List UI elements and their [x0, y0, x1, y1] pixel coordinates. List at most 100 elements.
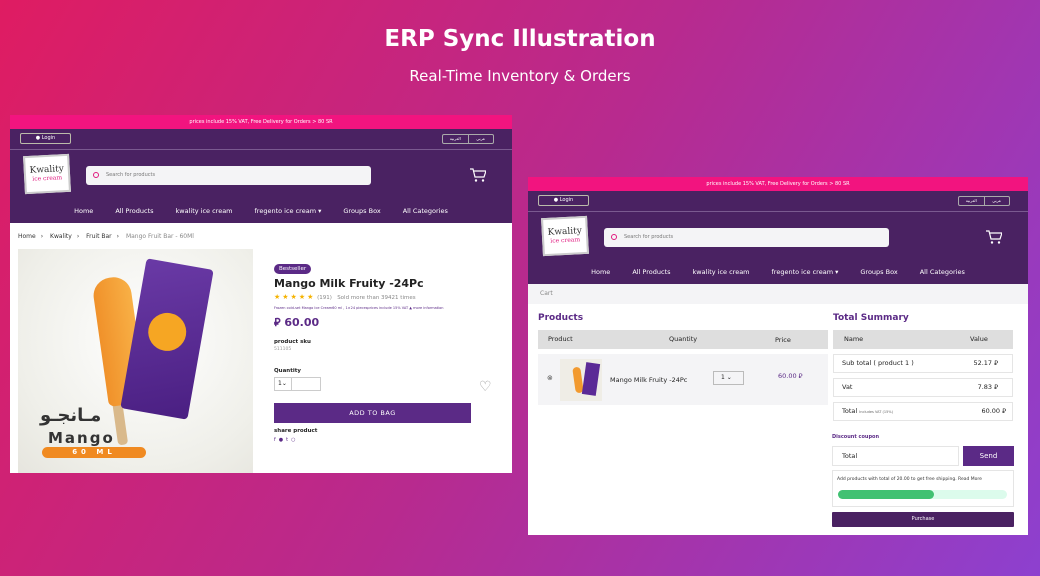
lang-option[interactable]: العربية: [959, 197, 985, 205]
header: Kwality ice cream Search for products: [528, 212, 1028, 261]
facebook-icon[interactable]: f: [274, 437, 276, 443]
summary-subtotal-row: Sub total ( product 1 ) 52.17 ⃁: [833, 354, 1013, 373]
cart-page-screenshot: prices include 15% VAT, Free Delivery fo…: [528, 177, 1028, 535]
sku-value: 511105: [274, 347, 292, 352]
rating: ★★★★★ (191) Sold more than 39421 times: [274, 293, 504, 301]
nav-fregento[interactable]: fregento ice cream ▾: [254, 207, 322, 215]
vat-value: 7.83 ⃁: [977, 383, 998, 391]
crumb-current: Mango Fruit Bar - 60Ml: [125, 233, 194, 240]
sku-label: product sku: [274, 339, 311, 345]
page-title: ERP Sync Illustration: [384, 26, 656, 52]
nav-groups-box[interactable]: Groups Box: [860, 268, 898, 276]
search-input[interactable]: Search for products: [604, 228, 889, 247]
whatsapp-icon[interactable]: ○: [291, 437, 296, 443]
login-label: Login: [41, 135, 56, 141]
remove-item-icon[interactable]: ⊗: [547, 374, 553, 382]
lang-option[interactable]: عربي: [476, 136, 486, 141]
sold-count: Sold more than 39421 times: [337, 295, 416, 301]
col-value: Value: [970, 335, 988, 343]
main-nav: Home All Products kwality ice cream freg…: [528, 261, 1028, 284]
col-price: Price: [775, 336, 791, 344]
nav-all-products[interactable]: All Products: [632, 268, 671, 276]
twitter-icon[interactable]: t: [286, 437, 289, 443]
nav-home[interactable]: Home: [591, 268, 611, 276]
nav-kwality[interactable]: kwality ice cream: [692, 268, 750, 276]
search-placeholder: Search for products: [106, 172, 156, 178]
product-image: مـانجـو Mango 60 ML: [18, 249, 253, 473]
login-button[interactable]: ● Login: [20, 133, 71, 144]
coupon-label: Discount coupon: [832, 434, 880, 440]
main-nav: Home All Products kwality ice cream freg…: [10, 200, 512, 223]
cart-icon[interactable]: [470, 168, 486, 182]
login-button[interactable]: ● Login: [538, 195, 589, 206]
image-mango-text: Mango: [48, 429, 115, 447]
logo[interactable]: Kwality ice cream: [541, 215, 589, 257]
nav-all-categories[interactable]: All Categories: [402, 207, 448, 215]
product-package: [120, 258, 214, 420]
wishlist-heart-icon[interactable]: ♡: [479, 379, 492, 395]
breadcrumb: Home › Kwality › Fruit Bar › Mango Fruit Ba…: [18, 233, 194, 240]
purchase-button[interactable]: Purchase: [832, 512, 1014, 527]
subtotal-value: 52.17 ⃁: [973, 359, 998, 367]
shipping-progress-fill: [838, 490, 935, 499]
summary-heading: Total Summary: [833, 313, 909, 323]
nav-groups-box[interactable]: Groups Box: [343, 207, 381, 215]
cart-row: ⊗ Mango Milk Fruity -24Pc 1 ⌄ 60.00 ⃁: [538, 354, 828, 405]
quantity-input[interactable]: [292, 377, 321, 391]
quantity-stepper[interactable]: 1⌄: [274, 377, 504, 391]
review-count[interactable]: (191): [317, 295, 332, 301]
product-price: ⃁ 60.00: [274, 316, 320, 329]
cart-breadcrumb: Cart: [528, 284, 1028, 304]
language-switch[interactable]: العربية عربي: [442, 134, 494, 144]
nav-all-categories[interactable]: All Categories: [919, 268, 965, 276]
crumb-fruit-bar[interactable]: Fruit Bar: [86, 233, 112, 240]
star-icons: ★★★★★: [274, 293, 316, 301]
search-icon: [93, 172, 99, 178]
image-arabic-text: مـانجـو: [40, 405, 102, 426]
lang-option[interactable]: عربي: [992, 198, 1002, 203]
share-icons: f ● t ○: [274, 437, 504, 443]
col-name: Name: [844, 335, 864, 343]
shipping-progress-track: [838, 490, 1007, 499]
promo-bar: prices include 15% VAT, Free Delivery fo…: [528, 177, 1028, 191]
pinterest-icon[interactable]: ●: [278, 437, 284, 443]
crumb-home[interactable]: Home: [18, 233, 36, 240]
product-page-screenshot: prices include 15% VAT, Free Delivery fo…: [10, 115, 512, 473]
col-quantity: Quantity: [669, 335, 698, 343]
send-coupon-button[interactable]: Send: [963, 446, 1014, 466]
total-note: Includes VAT (15%): [859, 410, 893, 414]
add-to-bag-button[interactable]: ADD TO BAG: [274, 403, 471, 423]
products-heading: Products: [538, 313, 584, 323]
nav-kwality[interactable]: kwality ice cream: [175, 207, 233, 215]
coupon-input[interactable]: Total: [832, 446, 959, 466]
cart-table-header: Product Quantity Price: [538, 330, 828, 349]
nav-home[interactable]: Home: [74, 207, 94, 215]
share-label: share product: [274, 428, 318, 434]
free-shipping-text: Add products with total of 20.00 to get …: [837, 477, 982, 482]
col-product: Product: [548, 335, 573, 343]
cart-item-price: 60.00 ⃁: [778, 372, 803, 380]
page-subtitle: Real-Time Inventory & Orders: [409, 67, 631, 85]
summary-vat-row: Vat 7.83 ⃁: [833, 378, 1013, 397]
search-input[interactable]: Search for products: [86, 166, 371, 185]
cart-icon[interactable]: [986, 230, 1002, 244]
logo[interactable]: Kwality ice cream: [23, 153, 71, 195]
quantity-label: Quantity: [274, 368, 301, 374]
summary-total-row: Total Includes VAT (15%) 60.00 ⃁: [833, 402, 1013, 421]
bestseller-badge: Bestseller: [274, 264, 312, 274]
language-switch[interactable]: العربية عربي: [958, 196, 1010, 206]
crumb-kwality[interactable]: Kwality: [50, 233, 72, 240]
cart-item-name[interactable]: Mango Milk Fruity -24Pc: [610, 376, 688, 384]
top-bar: ● Login العربية عربي: [10, 129, 512, 150]
cart-item-quantity-select[interactable]: 1 ⌄: [713, 371, 744, 385]
total-label: Total: [842, 407, 858, 415]
nav-fregento[interactable]: fregento ice cream ▾: [771, 268, 839, 276]
summary-header: Name Value: [833, 330, 1013, 349]
image-size-text: 60 ML: [42, 447, 146, 458]
product-name: Mango Milk Fruity -24Pc: [274, 277, 424, 290]
search-placeholder: Search for products: [624, 234, 674, 240]
lang-option[interactable]: العربية: [443, 135, 469, 143]
nav-all-products[interactable]: All Products: [115, 207, 154, 215]
quantity-select[interactable]: 1⌄: [274, 377, 292, 391]
cart-item-thumbnail: [560, 359, 602, 401]
